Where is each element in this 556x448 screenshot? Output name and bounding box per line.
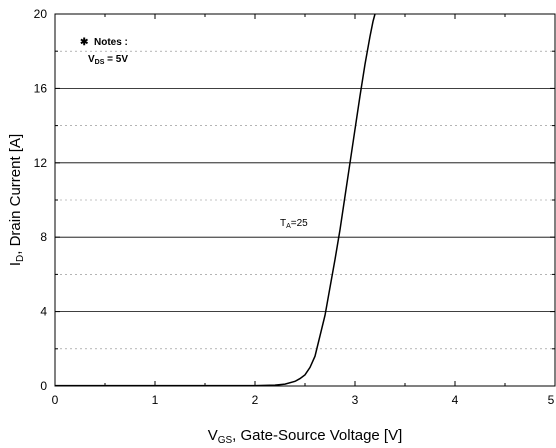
x-tick-label: 0 (52, 393, 59, 407)
anno-sub: A (286, 223, 291, 230)
x-axis-label: VGS, Gate-Source Voltage [V] (208, 427, 403, 446)
anno-main: T (280, 218, 286, 229)
y-tick-label: 0 (40, 379, 47, 393)
notes: ✱ Notes : VDS = 5V (80, 37, 128, 66)
y-label-sub: D (15, 255, 26, 262)
y-label-rest: , Drain Current [A] (7, 134, 24, 255)
anno-rest: =25 (291, 218, 308, 229)
x-tick-label: 5 (548, 393, 555, 407)
minor-grid-lines (55, 50, 555, 350)
x-label-rest: , Gate-Source Voltage [V] (232, 427, 402, 444)
notes-symbol: ✱ (80, 37, 89, 48)
x-tick-label: 2 (252, 393, 259, 407)
temperature-annotation: TA=25 (280, 218, 308, 230)
grid-lines (55, 88, 555, 313)
y-tick-label: 20 (34, 7, 48, 21)
notes-vds-sub: DS (95, 59, 105, 66)
y-tick-label: 16 (34, 81, 48, 95)
y-tick-label: 4 (40, 305, 47, 319)
x-tick-label: 3 (352, 393, 359, 407)
x-label-main: V (208, 427, 218, 444)
y-tick-label: 12 (34, 156, 48, 170)
notes-vds: VDS = 5V (88, 54, 128, 66)
x-tick-label: 4 (452, 393, 459, 407)
y-axis-label: ID, Drain Current [A] (7, 134, 26, 266)
x-tick-label: 1 (152, 393, 159, 407)
y-label-main: I (7, 262, 24, 266)
series-line (55, 13, 376, 387)
notes-vds-main: V (88, 54, 95, 65)
notes-vds-rest: = 5V (104, 54, 128, 65)
y-tick-label: 8 (40, 230, 47, 244)
x-label-sub: GS (218, 435, 233, 446)
notes-title: Notes : (94, 37, 128, 48)
